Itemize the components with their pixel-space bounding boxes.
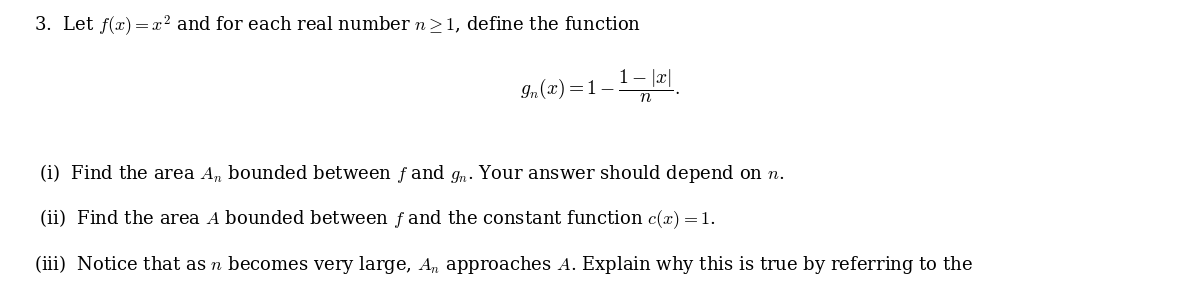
Text: $g_n(x) = 1 - \dfrac{1 - |x|}{n}.$: $g_n(x) = 1 - \dfrac{1 - |x|}{n}.$ [520,68,680,105]
Text: (ii)  Find the area $A$ bounded between $f$ and the constant function $c(x) = 1$: (ii) Find the area $A$ bounded between $… [34,207,715,231]
Text: (i)  Find the area $A_n$ bounded between $f$ and $g_n$. Your answer should depen: (i) Find the area $A_n$ bounded between … [34,162,784,185]
Text: (iii)  Notice that as $n$ becomes very large, $A_n$ approaches $A$. Explain why : (iii) Notice that as $n$ becomes very la… [34,253,973,276]
Text: 3.  Let $f(x) = x^2$ and for each real number $n \geq 1$, define the function: 3. Let $f(x) = x^2$ and for each real nu… [34,14,641,39]
